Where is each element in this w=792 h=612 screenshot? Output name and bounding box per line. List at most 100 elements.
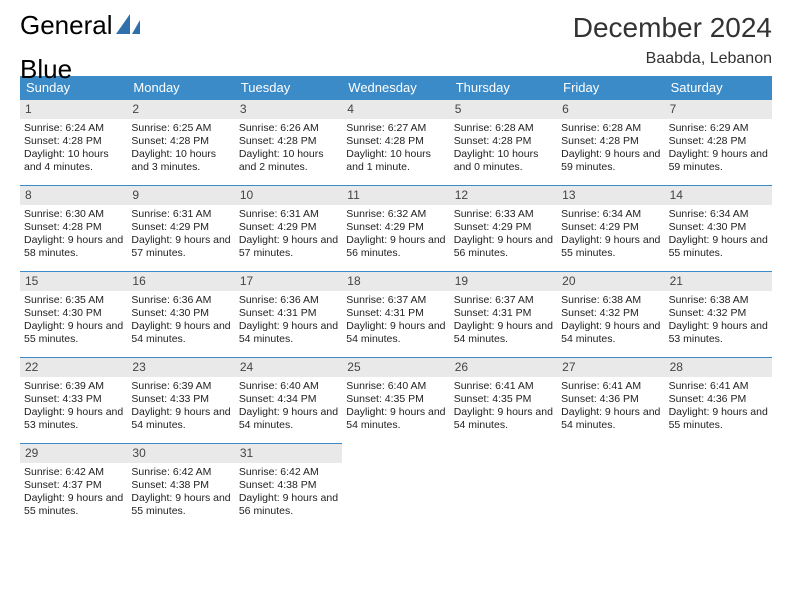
calendar-cell: 7Sunrise: 6:29 AMSunset: 4:28 PMDaylight…	[665, 99, 772, 185]
sunset-line: Sunset: 4:28 PM	[561, 135, 660, 148]
calendar-cell: 21Sunrise: 6:38 AMSunset: 4:32 PMDayligh…	[665, 271, 772, 357]
sunset-line: Sunset: 4:28 PM	[454, 135, 553, 148]
daylight-line: Daylight: 9 hours and 54 minutes.	[131, 320, 230, 346]
calendar-cell: 22Sunrise: 6:39 AMSunset: 4:33 PMDayligh…	[20, 357, 127, 443]
day-number: 26	[450, 358, 557, 377]
calendar-cell: 24Sunrise: 6:40 AMSunset: 4:34 PMDayligh…	[235, 357, 342, 443]
daylight-line: Daylight: 10 hours and 2 minutes.	[239, 148, 338, 174]
day-number: 30	[127, 444, 234, 463]
sunrise-line: Sunrise: 6:42 AM	[24, 466, 123, 479]
sunrise-line: Sunrise: 6:36 AM	[131, 294, 230, 307]
daylight-line: Daylight: 10 hours and 3 minutes.	[131, 148, 230, 174]
daylight-line: Daylight: 9 hours and 54 minutes.	[346, 320, 445, 346]
daylight-line: Daylight: 10 hours and 4 minutes.	[24, 148, 123, 174]
day-number: 16	[127, 272, 234, 291]
daylight-line: Daylight: 9 hours and 53 minutes.	[669, 320, 768, 346]
day-number: 10	[235, 186, 342, 205]
calendar-cell: 3Sunrise: 6:26 AMSunset: 4:28 PMDaylight…	[235, 99, 342, 185]
sunrise-line: Sunrise: 6:25 AM	[131, 122, 230, 135]
page-title: December 2024	[573, 12, 772, 44]
sunrise-line: Sunrise: 6:38 AM	[669, 294, 768, 307]
day-header: Friday	[557, 76, 664, 99]
logo: General Blue	[20, 12, 160, 60]
sunset-line: Sunset: 4:38 PM	[131, 479, 230, 492]
sunset-line: Sunset: 4:28 PM	[24, 221, 123, 234]
day-number: 9	[127, 186, 234, 205]
title-block: December 2024 Baabda, Lebanon	[573, 12, 772, 68]
sunrise-line: Sunrise: 6:40 AM	[346, 380, 445, 393]
day-body: Sunrise: 6:35 AMSunset: 4:30 PMDaylight:…	[20, 291, 127, 353]
sunrise-line: Sunrise: 6:42 AM	[131, 466, 230, 479]
sunset-line: Sunset: 4:29 PM	[561, 221, 660, 234]
sunrise-line: Sunrise: 6:29 AM	[669, 122, 768, 135]
day-body: Sunrise: 6:42 AMSunset: 4:37 PMDaylight:…	[20, 463, 127, 525]
sunset-line: Sunset: 4:35 PM	[346, 393, 445, 406]
calendar-grid: SundayMondayTuesdayWednesdayThursdayFrid…	[20, 76, 772, 529]
calendar-cell: 18Sunrise: 6:37 AMSunset: 4:31 PMDayligh…	[342, 271, 449, 357]
calendar-cell: 8Sunrise: 6:30 AMSunset: 4:28 PMDaylight…	[20, 185, 127, 271]
calendar-cell: 27Sunrise: 6:41 AMSunset: 4:36 PMDayligh…	[557, 357, 664, 443]
day-header: Wednesday	[342, 76, 449, 99]
calendar-cell: 25Sunrise: 6:40 AMSunset: 4:35 PMDayligh…	[342, 357, 449, 443]
empty-cell	[665, 443, 772, 529]
day-number: 7	[665, 100, 772, 119]
sunset-line: Sunset: 4:30 PM	[669, 221, 768, 234]
day-body: Sunrise: 6:34 AMSunset: 4:29 PMDaylight:…	[557, 205, 664, 267]
day-body: Sunrise: 6:29 AMSunset: 4:28 PMDaylight:…	[665, 119, 772, 181]
calendar-cell: 13Sunrise: 6:34 AMSunset: 4:29 PMDayligh…	[557, 185, 664, 271]
sunset-line: Sunset: 4:31 PM	[346, 307, 445, 320]
day-number: 11	[342, 186, 449, 205]
day-body: Sunrise: 6:28 AMSunset: 4:28 PMDaylight:…	[557, 119, 664, 181]
day-number: 28	[665, 358, 772, 377]
day-number: 17	[235, 272, 342, 291]
day-body: Sunrise: 6:42 AMSunset: 4:38 PMDaylight:…	[127, 463, 234, 525]
location-label: Baabda, Lebanon	[573, 50, 772, 68]
sunset-line: Sunset: 4:29 PM	[454, 221, 553, 234]
daylight-line: Daylight: 9 hours and 54 minutes.	[131, 406, 230, 432]
sunset-line: Sunset: 4:30 PM	[24, 307, 123, 320]
sunrise-line: Sunrise: 6:39 AM	[24, 380, 123, 393]
day-body: Sunrise: 6:36 AMSunset: 4:31 PMDaylight:…	[235, 291, 342, 353]
calendar-cell: 6Sunrise: 6:28 AMSunset: 4:28 PMDaylight…	[557, 99, 664, 185]
sunset-line: Sunset: 4:31 PM	[239, 307, 338, 320]
day-body: Sunrise: 6:40 AMSunset: 4:34 PMDaylight:…	[235, 377, 342, 439]
daylight-line: Daylight: 9 hours and 54 minutes.	[346, 406, 445, 432]
calendar-cell: 5Sunrise: 6:28 AMSunset: 4:28 PMDaylight…	[450, 99, 557, 185]
sunset-line: Sunset: 4:28 PM	[24, 135, 123, 148]
sunrise-line: Sunrise: 6:30 AM	[24, 208, 123, 221]
calendar-cell: 30Sunrise: 6:42 AMSunset: 4:38 PMDayligh…	[127, 443, 234, 529]
day-number: 6	[557, 100, 664, 119]
daylight-line: Daylight: 9 hours and 54 minutes.	[561, 320, 660, 346]
sunrise-line: Sunrise: 6:42 AM	[239, 466, 338, 479]
empty-cell	[450, 443, 557, 529]
daylight-line: Daylight: 9 hours and 53 minutes.	[24, 406, 123, 432]
daylight-line: Daylight: 9 hours and 57 minutes.	[239, 234, 338, 260]
sunrise-line: Sunrise: 6:28 AM	[561, 122, 660, 135]
sunset-line: Sunset: 4:36 PM	[669, 393, 768, 406]
daylight-line: Daylight: 9 hours and 54 minutes.	[239, 320, 338, 346]
day-body: Sunrise: 6:40 AMSunset: 4:35 PMDaylight:…	[342, 377, 449, 439]
daylight-line: Daylight: 9 hours and 54 minutes.	[561, 406, 660, 432]
day-number: 31	[235, 444, 342, 463]
day-number: 27	[557, 358, 664, 377]
day-body: Sunrise: 6:41 AMSunset: 4:36 PMDaylight:…	[665, 377, 772, 439]
daylight-line: Daylight: 9 hours and 57 minutes.	[131, 234, 230, 260]
daylight-line: Daylight: 9 hours and 54 minutes.	[239, 406, 338, 432]
sunset-line: Sunset: 4:32 PM	[669, 307, 768, 320]
sunset-line: Sunset: 4:33 PM	[131, 393, 230, 406]
calendar-cell: 10Sunrise: 6:31 AMSunset: 4:29 PMDayligh…	[235, 185, 342, 271]
day-body: Sunrise: 6:38 AMSunset: 4:32 PMDaylight:…	[557, 291, 664, 353]
day-body: Sunrise: 6:25 AMSunset: 4:28 PMDaylight:…	[127, 119, 234, 181]
calendar-cell: 2Sunrise: 6:25 AMSunset: 4:28 PMDaylight…	[127, 99, 234, 185]
daylight-line: Daylight: 9 hours and 55 minutes.	[561, 234, 660, 260]
sunrise-line: Sunrise: 6:37 AM	[454, 294, 553, 307]
daylight-line: Daylight: 9 hours and 55 minutes.	[669, 234, 768, 260]
sunrise-line: Sunrise: 6:38 AM	[561, 294, 660, 307]
calendar-cell: 23Sunrise: 6:39 AMSunset: 4:33 PMDayligh…	[127, 357, 234, 443]
day-number: 22	[20, 358, 127, 377]
day-body: Sunrise: 6:24 AMSunset: 4:28 PMDaylight:…	[20, 119, 127, 181]
sunset-line: Sunset: 4:36 PM	[561, 393, 660, 406]
calendar-cell: 14Sunrise: 6:34 AMSunset: 4:30 PMDayligh…	[665, 185, 772, 271]
sunset-line: Sunset: 4:32 PM	[561, 307, 660, 320]
daylight-line: Daylight: 9 hours and 55 minutes.	[669, 406, 768, 432]
